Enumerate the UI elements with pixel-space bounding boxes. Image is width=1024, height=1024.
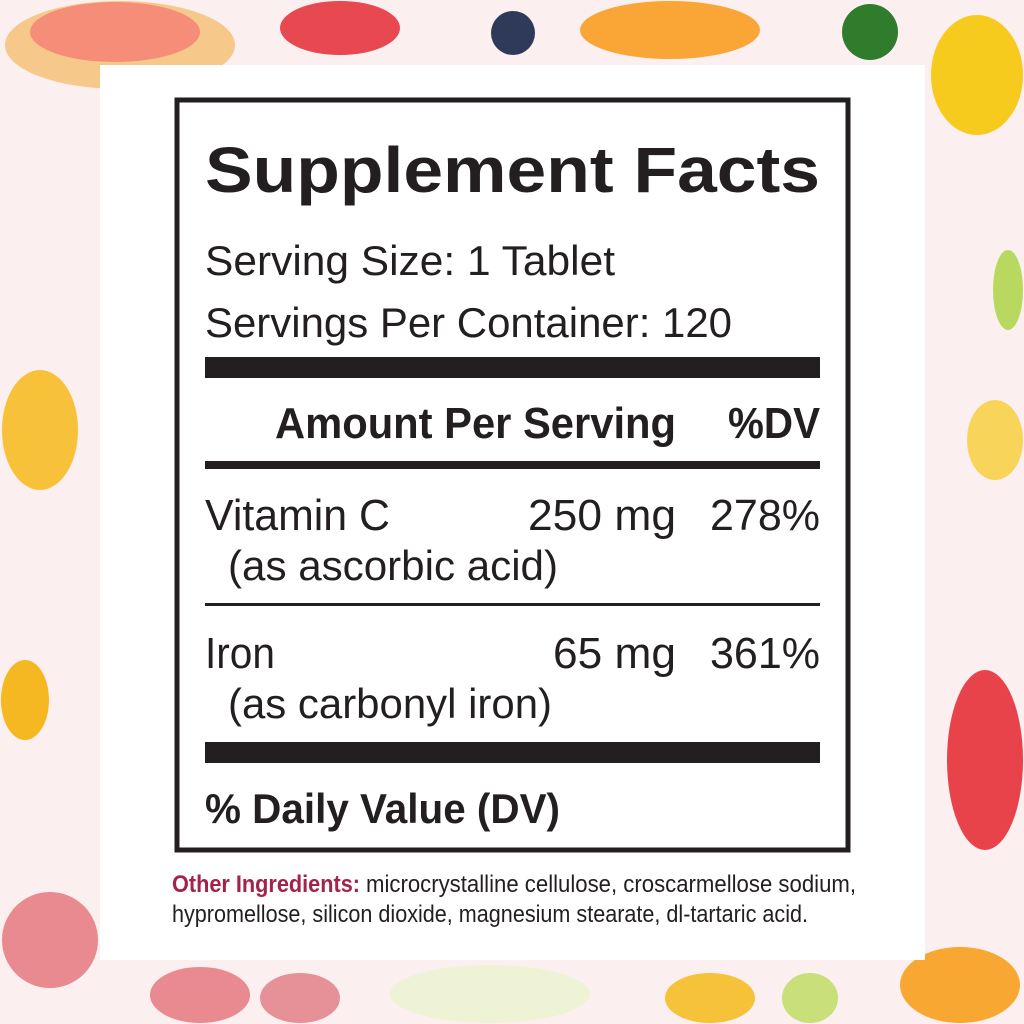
grapes-decoration [2, 892, 98, 988]
orange-decoration [580, 1, 760, 59]
other-ingredients-line-1: microcrystalline cellulose, croscarmello… [366, 871, 856, 898]
nutrient-source: (as ascorbic acid) [228, 542, 558, 589]
watermelon-decoration [280, 1, 400, 55]
amount-per-serving-header: Amount Per Serving [275, 399, 676, 448]
other-ingredients-line-2: hypromellose, silicon dioxide, magnesium… [172, 901, 808, 928]
nutrient-name: Iron [205, 629, 275, 678]
nutrient-source: (as carbonyl iron) [228, 680, 552, 727]
watermelon-slice-decoration [947, 670, 1023, 850]
nutrient-dv: 361% [710, 629, 820, 678]
other-ingredients: Other Ingredients: microcrystalline cell… [172, 871, 856, 928]
nutrient-amount: 250 mg [528, 491, 676, 540]
lemon-slice-decoration [2, 370, 78, 490]
nutrient-amount: 65 mg [553, 629, 676, 678]
thick-divider [205, 357, 820, 378]
facts-border [174, 97, 851, 853]
label-card [100, 65, 925, 960]
row-divider [205, 603, 820, 606]
nutrient-name: Vitamin C [205, 491, 390, 540]
apple-decoration [390, 965, 590, 1023]
header-divider [205, 461, 820, 469]
lemon-decoration [931, 15, 1023, 135]
thick-divider [205, 742, 820, 763]
daily-value-footnote: % Daily Value (DV) [205, 785, 560, 832]
nutrient-dv: 278% [710, 491, 820, 540]
lime-decoration [993, 250, 1023, 330]
facts-title: Supplement Facts [205, 134, 820, 206]
serving-size: Serving Size: 1 Tablet [205, 237, 615, 284]
other-ingredients-label: Other Ingredients: [172, 871, 360, 898]
dv-header: %DV [728, 399, 821, 448]
blueberry-decoration [491, 11, 535, 55]
leaf-decoration [842, 4, 898, 60]
servings-per-container: Servings Per Container: 120 [205, 299, 732, 346]
nutrient-row-vitamin-c: Vitamin C 250 mg 278% (as ascorbic acid) [205, 491, 820, 589]
nutrient-row-iron: Iron 65 mg 361% (as carbonyl iron) [205, 629, 820, 727]
